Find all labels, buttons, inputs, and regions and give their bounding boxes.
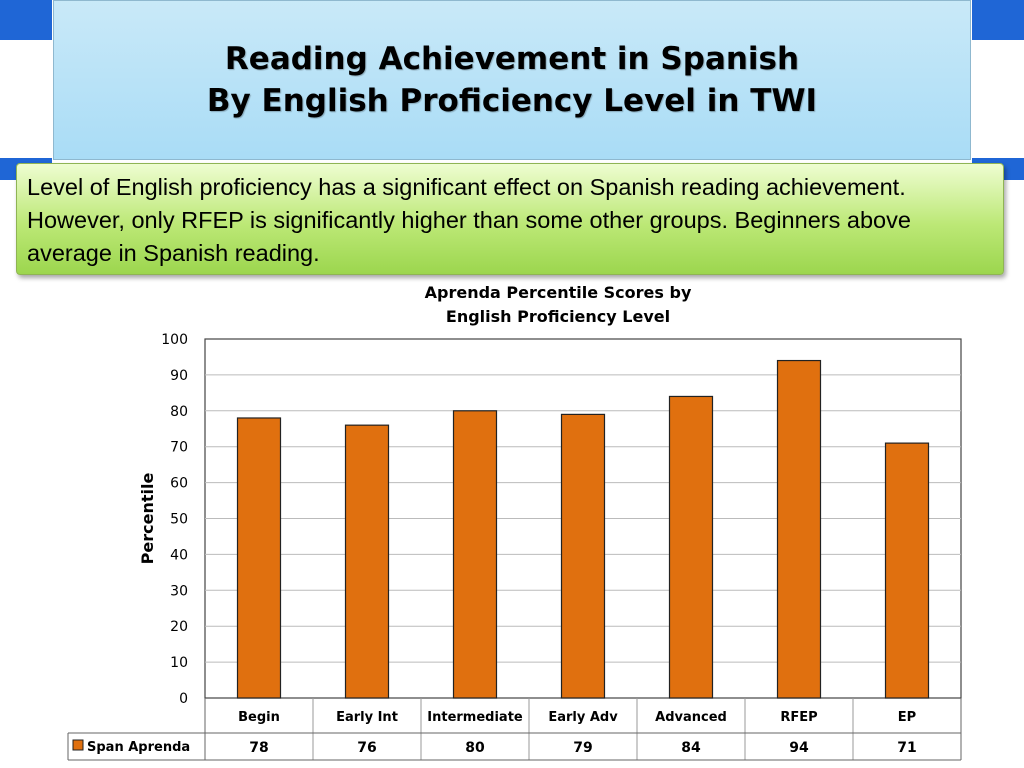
decorative-band	[0, 0, 52, 40]
legend-series-name: Span Aprenda	[87, 740, 190, 755]
slide-title-box: Reading Achievement in Spanish By Englis…	[53, 0, 971, 160]
y-axis-label: Percentile	[138, 473, 157, 565]
note-text: Level of English proficiency has a signi…	[27, 174, 911, 266]
data-label: 79	[573, 740, 592, 756]
bar	[776, 359, 822, 699]
data-label: 71	[897, 740, 916, 756]
data-label: 94	[789, 740, 809, 756]
bar	[236, 417, 282, 699]
x-tick-label: RFEP	[780, 710, 817, 725]
y-tick-label: 70	[170, 440, 188, 456]
bar	[560, 413, 606, 699]
y-tick-label: 0	[179, 691, 188, 707]
y-tick-label: 80	[170, 404, 188, 420]
y-tick-label: 100	[161, 332, 188, 348]
data-label: 84	[681, 740, 701, 756]
x-tick-label: Early Adv	[548, 710, 618, 725]
data-label: 76	[357, 740, 376, 756]
bar	[344, 424, 390, 699]
y-tick-label: 50	[170, 512, 188, 528]
x-tick-label: Advanced	[655, 710, 727, 725]
data-label: 80	[465, 740, 485, 756]
bar	[884, 442, 930, 699]
bar	[668, 395, 714, 699]
y-tick-label: 40	[170, 547, 188, 563]
x-tick-label: EP	[898, 710, 916, 725]
note-box: Level of English proficiency has a signi…	[16, 163, 1004, 275]
chart-title-line: Aprenda Percentile Scores by	[425, 283, 692, 302]
x-tick-label: Begin	[238, 710, 280, 725]
legend-swatch	[72, 739, 84, 751]
y-tick-label: 90	[170, 368, 188, 384]
slide-title-line-1: Reading Achievement in Spanish	[224, 41, 800, 77]
y-tick-label: 10	[170, 655, 188, 671]
x-tick-label: Early Int	[336, 710, 398, 725]
data-label: 78	[249, 740, 268, 756]
y-tick-label: 60	[170, 476, 188, 492]
chart-title-line: English Proficiency Level	[446, 307, 670, 326]
bar	[452, 410, 498, 699]
x-tick-label: Intermediate	[427, 710, 523, 725]
decorative-band	[972, 0, 1024, 40]
y-tick-label: 30	[170, 583, 188, 599]
slide-title-line-2: By English Proficiency Level in TWI	[206, 83, 818, 119]
y-tick-label: 20	[170, 619, 188, 635]
